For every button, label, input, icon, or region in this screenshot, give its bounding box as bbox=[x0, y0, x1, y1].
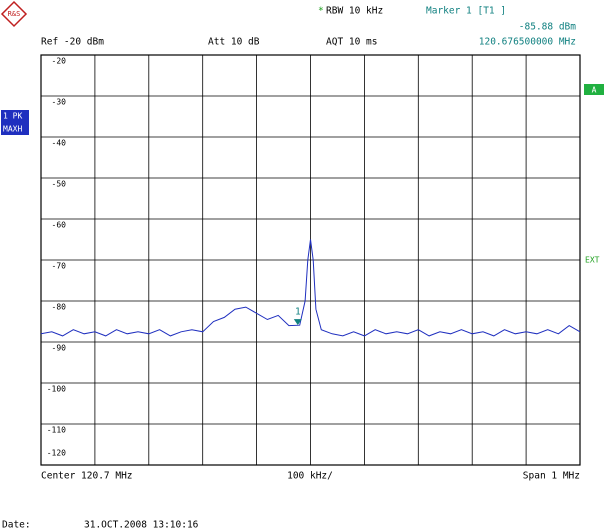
trace-tag: A bbox=[592, 86, 597, 95]
marker-label: 1 bbox=[295, 307, 301, 318]
marker bbox=[293, 319, 302, 326]
y-tick-label: -50 bbox=[52, 180, 67, 189]
rbw: RBW 10 kHz bbox=[326, 6, 383, 17]
ref-level: Ref -20 dBm bbox=[41, 37, 104, 48]
trace-tag-badge bbox=[584, 84, 604, 95]
trace-badge bbox=[1, 110, 29, 135]
y-tick-label: -20 bbox=[52, 57, 67, 66]
attenuation: Att 10 dB bbox=[208, 37, 260, 48]
freq-per-div: 100 kHz/ bbox=[287, 471, 333, 482]
sweep-time: AQT 10 ms bbox=[326, 37, 377, 48]
trace bbox=[40, 239, 581, 337]
logo-diamond bbox=[0, 0, 28, 28]
ext-flag: EXT bbox=[585, 256, 600, 265]
logo-text: R&S bbox=[8, 10, 21, 18]
y-tick-label: -30 bbox=[52, 98, 67, 107]
center-freq: Center 120.7 MHz bbox=[41, 471, 133, 482]
y-tick-label: -100 bbox=[47, 385, 66, 394]
y-tick-label: -60 bbox=[52, 221, 67, 230]
y-tick-label: -40 bbox=[52, 139, 67, 148]
y-tick-label: -110 bbox=[47, 426, 66, 435]
rbw-flag: * bbox=[318, 6, 324, 17]
logo: R&S bbox=[0, 0, 28, 28]
date-label: Date: bbox=[2, 520, 31, 531]
y-tick-label: -80 bbox=[52, 303, 67, 312]
date: 31.OCT.2008 13:10:16 bbox=[84, 520, 199, 531]
trace-mode: 1 PK bbox=[3, 112, 22, 121]
marker-freq: 120.676500000 MHz bbox=[479, 37, 576, 48]
y-tick-label: -70 bbox=[52, 262, 67, 271]
span: Span 1 MHz bbox=[523, 471, 580, 482]
y-tick-label: -120 bbox=[47, 449, 66, 458]
marker-level: -85.88 dBm bbox=[519, 22, 576, 33]
detector: MAXH bbox=[3, 125, 22, 134]
marker-title: Marker 1 [T1 ] bbox=[426, 6, 506, 17]
y-tick-label: -90 bbox=[52, 344, 67, 353]
